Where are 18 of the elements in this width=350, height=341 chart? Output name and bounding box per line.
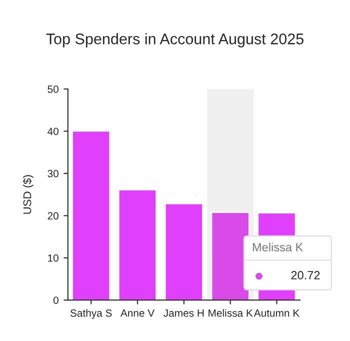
y-tick-label: 20: [48, 212, 58, 220]
y-axis-title: USD ($): [22, 175, 34, 214]
y-tick-label: 10: [48, 254, 58, 262]
bar: [118, 189, 156, 300]
y-tick-label: 0: [53, 296, 58, 304]
x-tick-label: Anne V: [120, 309, 155, 317]
y-tick-label: 50: [48, 86, 58, 93]
y-tick-label: 30: [48, 170, 58, 178]
annotation: 20.72: [291, 271, 320, 280]
x-tick-label: James H: [164, 309, 204, 317]
x-tick-label: Sathya S: [70, 309, 112, 319]
chart-title: Top Spenders in Account August 2025: [46, 33, 304, 48]
bar: [164, 203, 203, 300]
y-tick-label: 40: [48, 128, 58, 136]
x-tick-label: Autumn K: [254, 309, 300, 317]
x-tick-label: Melissa K: [208, 309, 253, 317]
bar: [72, 130, 110, 300]
annotation: Melissa K: [252, 242, 304, 252]
